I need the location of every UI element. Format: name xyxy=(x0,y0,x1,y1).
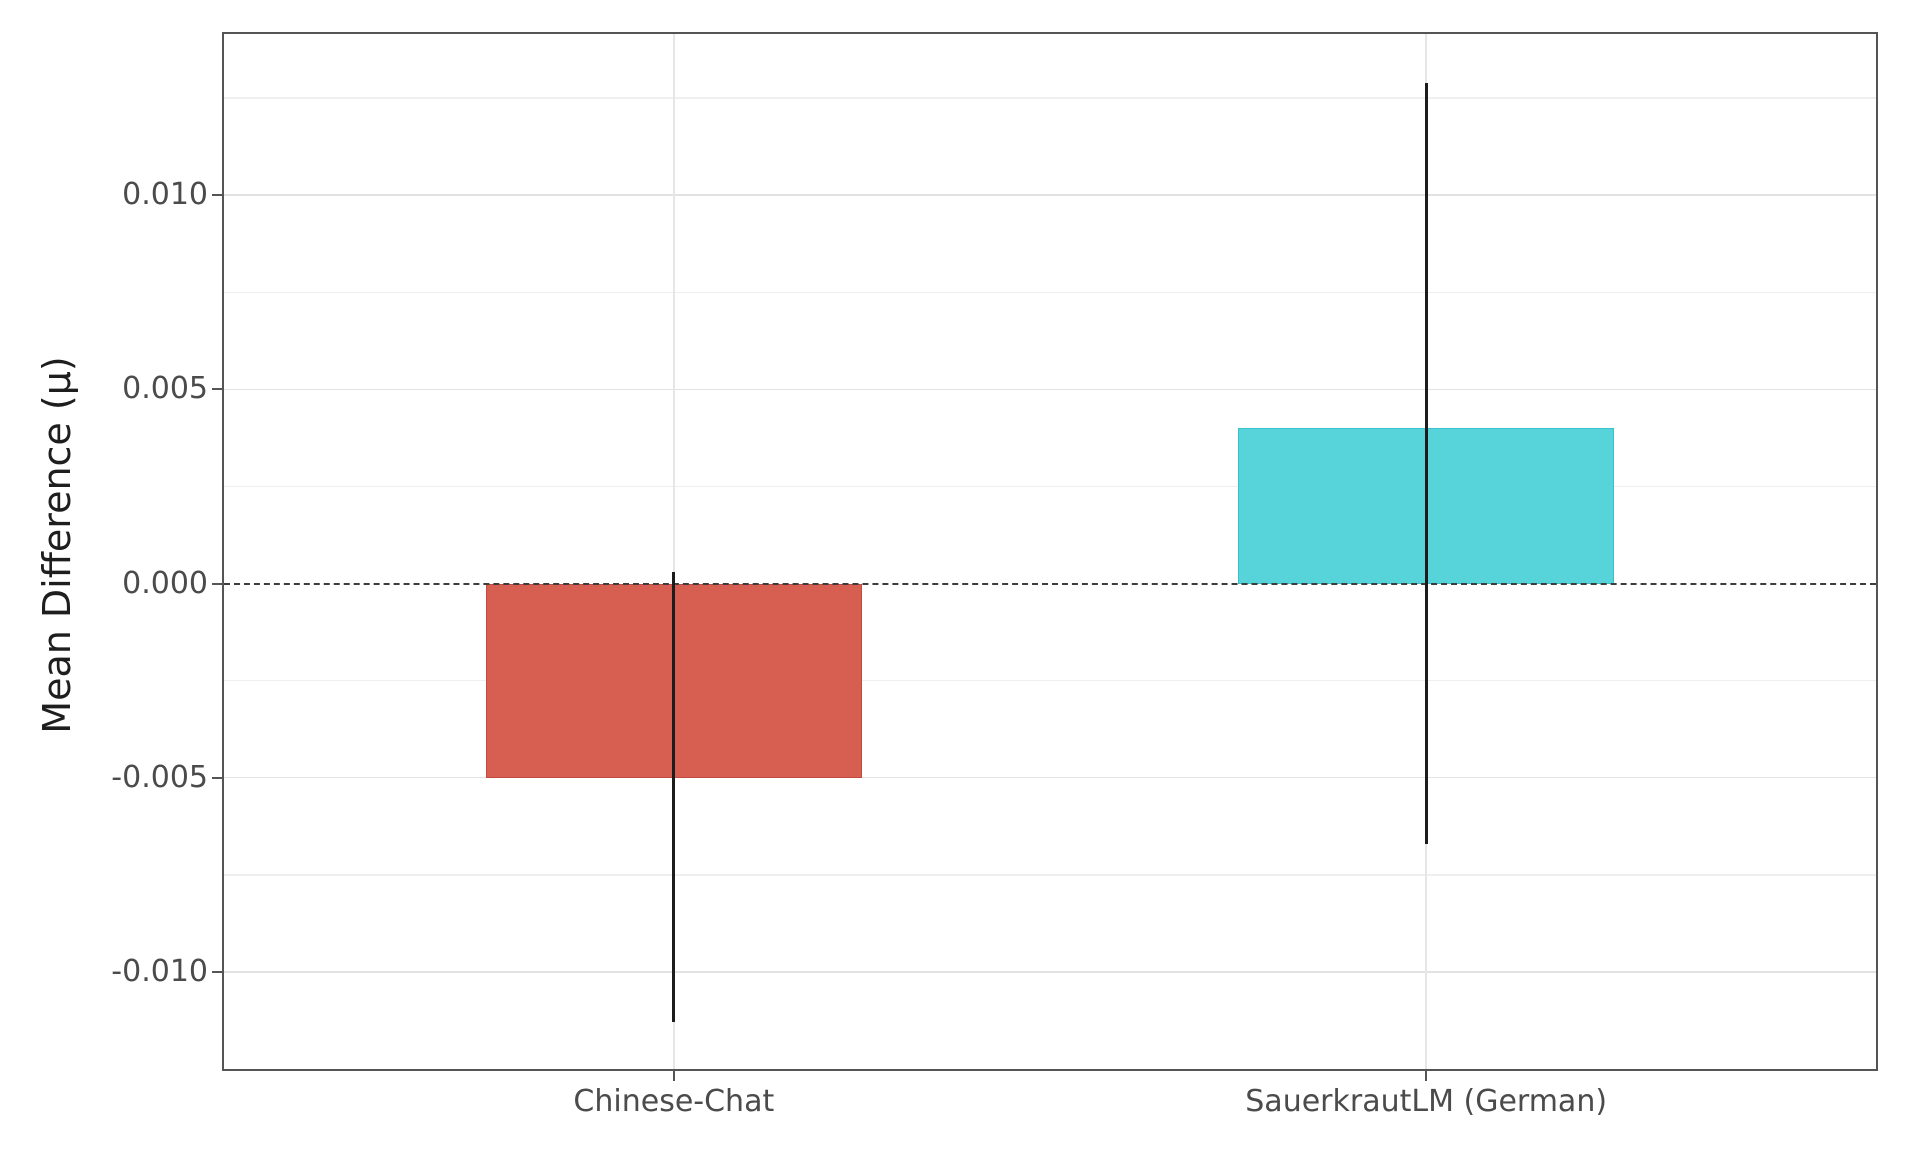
major-gridline xyxy=(224,971,1876,973)
minor-gridline xyxy=(224,97,1876,99)
minor-gridline xyxy=(224,874,1876,876)
major-gridline xyxy=(224,776,1876,779)
y-tick-mark xyxy=(212,388,222,391)
minor-gridline xyxy=(224,291,1876,293)
y-axis-title: Mean Difference (μ) xyxy=(35,356,79,734)
y-tick-label: 0.005 xyxy=(122,371,208,407)
error-bar-chinese-chat xyxy=(672,571,676,1023)
y-tick-label: -0.010 xyxy=(111,953,208,989)
x-tick-mark xyxy=(1425,1071,1428,1081)
y-tick-label: -0.005 xyxy=(111,759,208,795)
y-tick-mark xyxy=(212,776,222,779)
plot-area xyxy=(222,32,1878,1071)
minor-gridline xyxy=(224,485,1876,488)
x-tick-mark xyxy=(672,1071,675,1081)
y-tick-mark xyxy=(212,582,222,585)
y-tick-mark xyxy=(212,194,222,197)
minor-gridline xyxy=(224,679,1876,682)
zero-reference-line xyxy=(224,582,1876,585)
major-gridline xyxy=(224,194,1876,196)
vertical-gridline-chinese-chat xyxy=(672,34,675,1069)
y-tick-label: 0.000 xyxy=(122,565,208,601)
major-gridline xyxy=(224,388,1876,391)
y-tick-mark xyxy=(212,970,222,973)
y-tick-label: 0.010 xyxy=(122,177,208,213)
error-bar-sauerkrautlm-german xyxy=(1424,82,1428,844)
x-tick-label-chinese-chat: Chinese-Chat xyxy=(573,1084,775,1119)
x-tick-label-sauerkrautlm-german: SauerkrautLM (German) xyxy=(1245,1084,1608,1119)
